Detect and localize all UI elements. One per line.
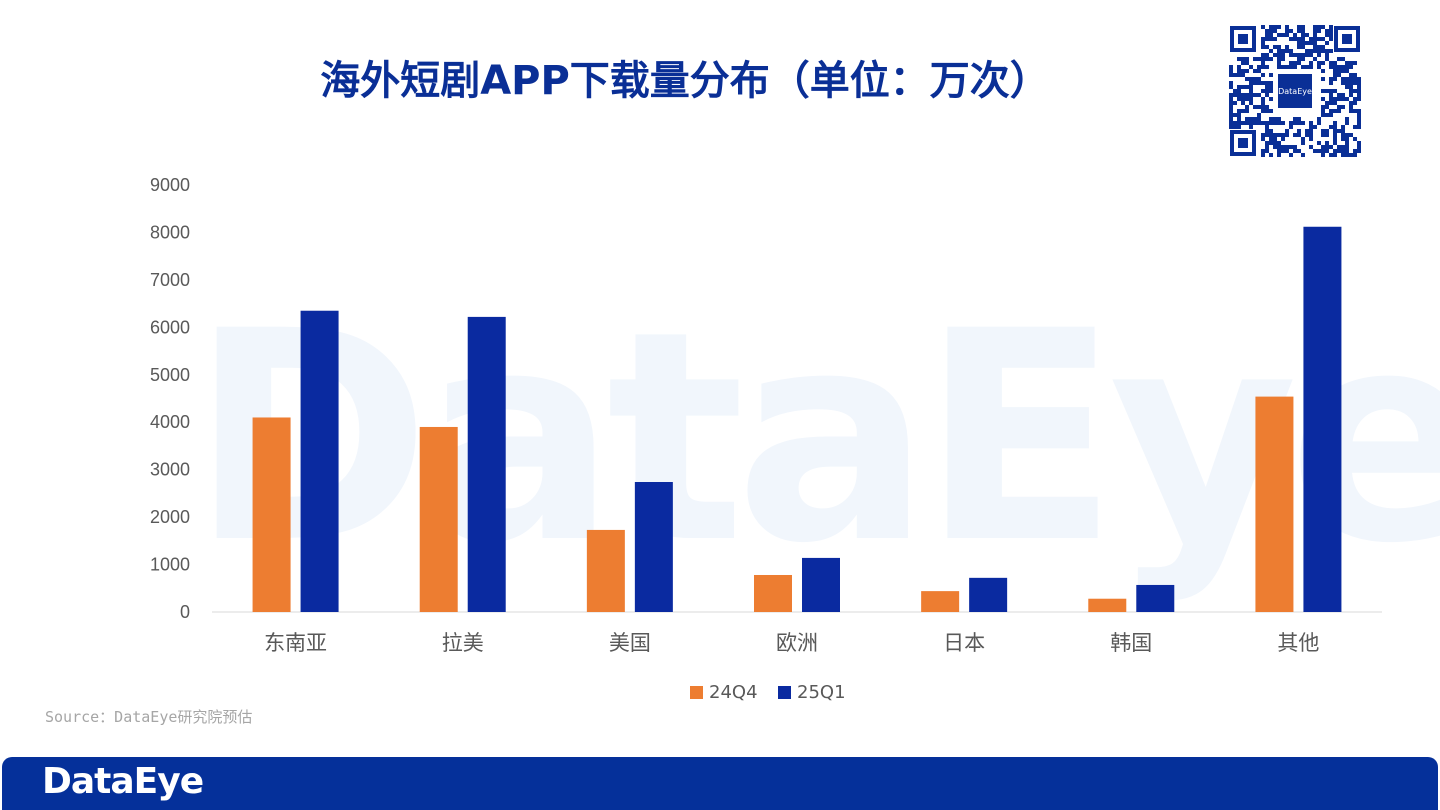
bar-24Q4-2: [586, 529, 625, 612]
footer-bar: DataEye: [2, 757, 1438, 810]
y-tick-label: 5000: [150, 365, 190, 385]
x-tick-label: 美国: [609, 631, 651, 655]
y-tick-label: 8000: [150, 222, 190, 242]
x-tick-label: 拉美: [442, 631, 484, 655]
y-tick-label: 3000: [150, 460, 190, 480]
footer-logo: DataEye: [42, 761, 204, 802]
bar-24Q4-3: [754, 574, 792, 612]
y-tick-label: 4000: [150, 412, 190, 432]
bar-25Q1-0: [300, 310, 339, 612]
legend-item-25q1: 25Q1: [778, 682, 846, 703]
y-tick-label: 2000: [150, 507, 190, 527]
y-tick-label: 1000: [150, 555, 190, 575]
bar-24Q4-1: [419, 426, 458, 612]
bar-24Q4-6: [1255, 396, 1294, 612]
x-tick-label: 韩国: [1110, 631, 1152, 655]
bar-25Q1-1: [467, 316, 506, 612]
y-tick-label: 6000: [150, 317, 190, 337]
bar-24Q4-5: [1088, 598, 1127, 612]
x-tick-label: 日本: [943, 631, 985, 655]
y-tick-label: 7000: [150, 270, 190, 290]
bar-25Q1-5: [1136, 584, 1175, 612]
x-tick-label: 欧洲: [776, 631, 818, 655]
bar-25Q1-2: [634, 482, 673, 612]
source-note: Source：DataEye研究院预估: [45, 708, 253, 726]
x-tick-label: 其他: [1277, 631, 1319, 655]
qr-code: DataEye: [1228, 24, 1362, 158]
y-tick-label: 9000: [150, 175, 190, 195]
legend-item-24q4: 24Q4: [690, 682, 758, 703]
bar-25Q1-4: [969, 577, 1008, 612]
bar-25Q1-3: [802, 557, 840, 612]
y-tick-label: 0: [180, 602, 190, 622]
x-tick-label: 东南亚: [264, 631, 327, 655]
legend-swatch: [778, 686, 791, 699]
chart-title: 海外短剧APP下载量分布（单位：万次）: [320, 58, 1050, 104]
bar-chart: 0 1000 2000 3000 4000 5000 6000 7000 8000 9000 东南…: [150, 175, 1382, 655]
legend-swatch: [690, 686, 703, 699]
qr-logo: DataEye: [1278, 87, 1312, 96]
bar-24Q4-0: [252, 417, 291, 612]
watermark: DataEye: [190, 270, 1440, 607]
bar-25Q1-6: [1303, 226, 1342, 613]
bar-24Q4-4: [921, 591, 960, 612]
